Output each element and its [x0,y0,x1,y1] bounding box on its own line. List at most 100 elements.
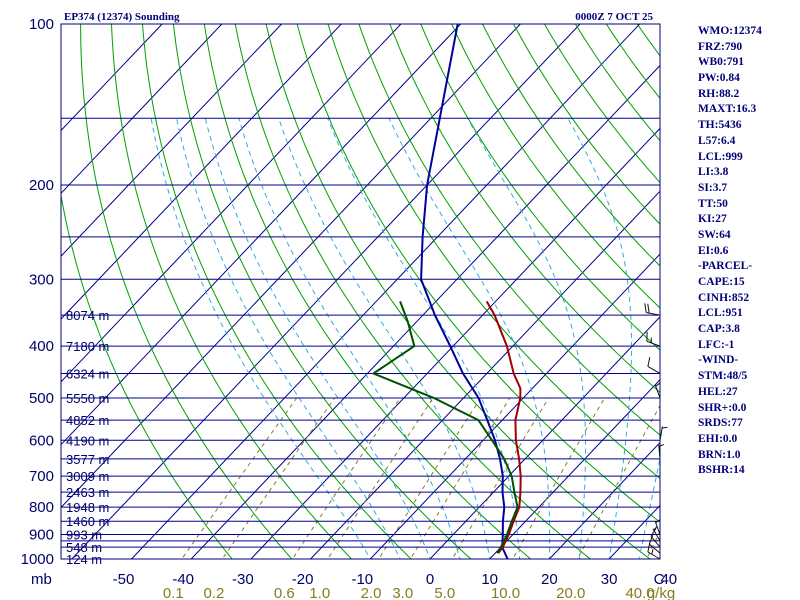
height-label: 4190 m [66,433,109,448]
moist-adiabat-line [278,118,491,559]
index-value: PW:0.84 [698,72,740,85]
height-label: 2463 m [66,485,109,500]
index-value: MAXT:16.3 [698,103,757,116]
mixing-ratio-tick-label: 1.0 [309,585,330,600]
dry-adiabat-line [142,24,412,559]
wind-barb [646,331,661,347]
wind-barb-half-flag [662,426,668,429]
mixing-ratio-line [181,397,298,559]
pressure-tick-label: 600 [29,432,54,449]
dry-adiabat-line [451,24,660,309]
pressure-tick-label: 500 [29,390,54,407]
pressure-tick-label: 100 [29,16,54,33]
isotherm-line [61,24,342,320]
wind-barb-staff [650,536,661,548]
index-value: FRZ:790 [698,40,743,53]
dry-adiabat-line [327,24,660,479]
pressure-tick-label: 200 [29,177,54,194]
temperature-tick-label: 0 [426,571,434,588]
index-value: BSHR:14 [698,464,745,477]
dry-adiabat-line [482,24,660,267]
wind-barb-staff [652,528,661,542]
wind-barb-flag [647,303,650,314]
mixing-ratio-tick-label: 40.0 [625,585,654,600]
dry-adiabat-line [203,24,532,559]
index-value: LCL:999 [698,150,743,163]
isotherm-line [61,24,282,257]
height-label: 5550 m [66,391,109,406]
height-label: 3009 m [66,469,109,484]
mixing-ratio-tick-label: 0.1 [163,585,184,600]
wind-barb-staff [654,384,661,399]
wind-barb [658,444,664,459]
wind-barb [654,382,661,399]
isotherm-line [429,316,660,559]
isotherm-line [489,379,660,559]
wind-barb [647,357,661,374]
pressure-tick-label: 1000 [21,551,54,568]
temperature-tick-label: 20 [541,571,558,588]
index-value: LFC:-1 [698,338,735,351]
dry-adiabat-line [296,24,660,523]
wind-barb-half-flag [655,382,661,387]
temperature-tick-label: -30 [232,571,254,588]
chart-title: EP374 (12374) Sounding [64,11,180,23]
index-value: KI:27 [698,213,727,226]
index-value: EHI:0.0 [698,432,738,445]
pressure-tick-label: 900 [29,527,54,544]
wind-barb-half-flag [651,549,654,555]
temperature-tick-label: -20 [292,571,314,588]
wind-barb-staff [658,444,661,459]
dry-adiabat-line [172,24,472,559]
index-value: -WIND- [698,354,739,367]
wind-barb-half-flag [658,444,664,447]
wind-barb [644,303,661,316]
plot-frame [60,23,661,560]
temperature-tick-label: 40 [660,571,677,588]
wind-barb-half-flag [655,519,661,524]
mixing-ratio-tick-label: 3.0 [392,585,413,600]
dry-adiabat-line [265,24,651,559]
isotherm-line [61,24,163,132]
mixing-ratio-line [512,397,605,559]
dry-adiabat-line [111,24,353,559]
dry-adiabat-line [234,24,592,559]
dewpoint-trace [371,301,519,554]
index-value: CINH:852 [698,291,750,304]
wind-barb [654,519,661,535]
temperature-unit-label: C [654,571,665,588]
isotherm-line [71,24,581,559]
temperature-tick-label: 10 [481,571,498,588]
wind-barb-staff [659,426,663,441]
height-label: 4852 m [66,413,109,428]
wind-barb-staff [647,551,661,560]
height-label: 1948 m [66,500,109,515]
isotherm-line [61,24,521,509]
mixing-ratio-line [327,397,434,559]
index-value: RH:88.2 [698,87,740,100]
wind-barb [648,535,661,554]
index-value: TT:50 [698,197,728,210]
index-value: SRDS:77 [698,417,743,430]
index-value: SI:3.7 [698,181,728,194]
index-value: -PARCEL- [698,260,753,273]
dry-adiabat-line [420,24,660,351]
mixing-ratio-unit-label: g/kg [647,585,675,600]
temperature-tick-label: -40 [172,571,194,588]
index-value: WMO:12374 [698,25,762,37]
height-label: 6324 m [66,366,109,381]
isotherm-line [549,441,660,559]
dry-adiabat-line [358,24,660,436]
chart-time: 0000Z 7 OCT 25 [575,11,653,23]
wind-barbs [644,303,668,560]
wind-barb-staff [646,312,661,316]
index-value: CAPE:15 [698,276,745,288]
mixing-ratio-line [409,397,511,559]
wind-barb-flag [647,357,651,367]
dry-adiabat-line [80,24,293,559]
pressure-tick-label: 400 [29,338,54,355]
grid-lines [61,24,660,559]
wind-barb-staff [648,543,661,554]
mixing-ratio-line [221,397,336,559]
